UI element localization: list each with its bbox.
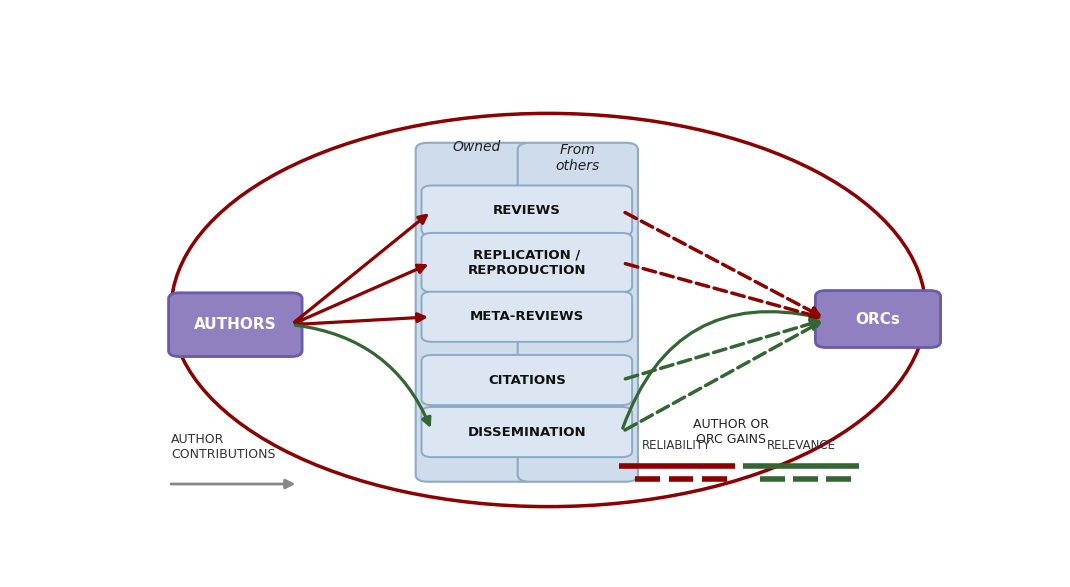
- Text: REPLICATION /
REPRODUCTION: REPLICATION / REPRODUCTION: [468, 248, 586, 276]
- Text: RELIABILITY: RELIABILITY: [642, 440, 712, 453]
- FancyBboxPatch shape: [518, 143, 638, 482]
- FancyBboxPatch shape: [815, 291, 941, 348]
- FancyBboxPatch shape: [422, 355, 632, 405]
- Text: REVIEWS: REVIEWS: [493, 204, 561, 217]
- Text: DISSEMINATION: DISSEMINATION: [468, 426, 586, 438]
- FancyBboxPatch shape: [422, 292, 632, 342]
- Text: RELEVANCE: RELEVANCE: [767, 440, 836, 453]
- FancyBboxPatch shape: [422, 233, 632, 292]
- Text: META-REVIEWS: META-REVIEWS: [470, 311, 584, 323]
- Text: CITATIONS: CITATIONS: [488, 373, 566, 387]
- FancyBboxPatch shape: [169, 293, 302, 356]
- Text: ORCs: ORCs: [856, 312, 901, 326]
- Text: Owned: Owned: [453, 140, 501, 154]
- FancyBboxPatch shape: [415, 143, 536, 482]
- Text: AUTHOR
CONTRIBUTIONS: AUTHOR CONTRIBUTIONS: [171, 433, 276, 461]
- FancyBboxPatch shape: [422, 185, 632, 235]
- Text: AUTHOR OR
ORC GAINS: AUTHOR OR ORC GAINS: [692, 417, 769, 446]
- FancyBboxPatch shape: [422, 407, 632, 457]
- Text: AUTHORS: AUTHORS: [194, 317, 277, 332]
- Text: From
others: From others: [555, 143, 599, 173]
